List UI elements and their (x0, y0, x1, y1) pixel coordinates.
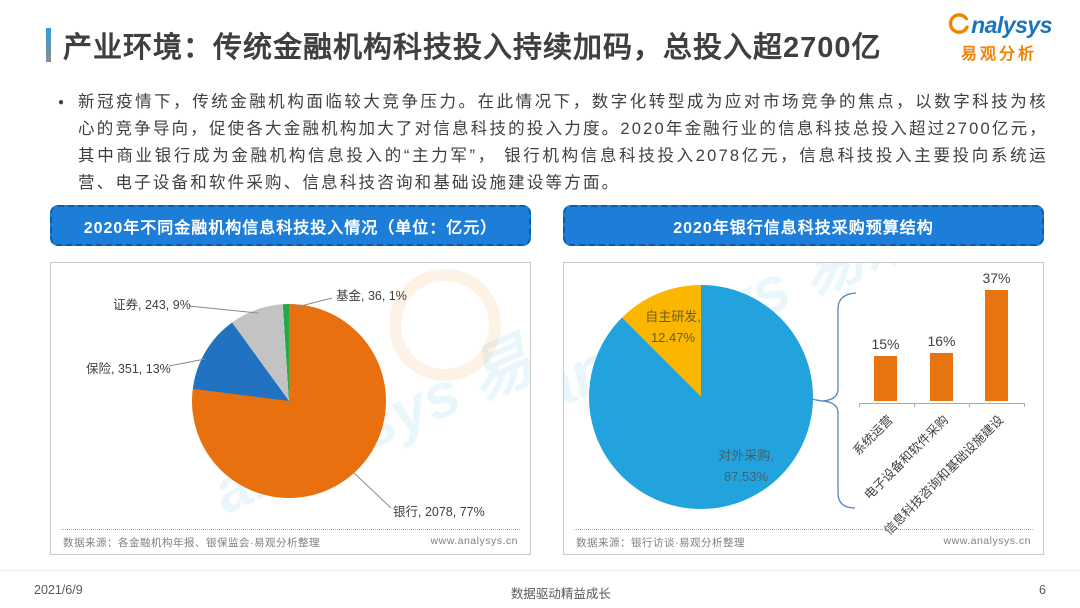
bar-value: 16% (927, 333, 956, 349)
x-label-system-ops: 系统运营 (850, 412, 896, 459)
bar-value: 15% (871, 336, 900, 352)
right-site-text: www.analysys.cn (943, 535, 1031, 547)
right-source-text: 数据来源：银行访谈·易观分析整理 (576, 537, 745, 549)
left-site-text: www.analysys.cn (430, 535, 518, 547)
institutions-pie (192, 304, 386, 498)
intro-paragraph: ● 新冠疫情下，传统金融机构面临较大竞争压力。在此情况下，数字化转型成为应对市场… (58, 89, 1048, 197)
title-accent-bar (46, 28, 51, 62)
pie-label-outsource: 对外采购, 87.53% (718, 448, 774, 484)
procurement-chart-panel: analysys 易观 自主研发, 12.47% 对外采购, 87.53% 15… (563, 262, 1044, 555)
institutions-chart-panel: analysys 易观 基金, 36, 1% 证券, 243, 9% 保险, 3… (50, 262, 531, 555)
pie-label-bank: 银行, 2078, 77% (393, 505, 485, 519)
analysys-swirl-icon (948, 13, 969, 34)
budget-bar (985, 290, 1008, 401)
pie-label-securities: 证券, 243, 9% (113, 298, 191, 312)
intro-text: 新冠疫情下，传统金融机构面临较大竞争压力。在此情况下，数字化转型成为应对市场竞争… (78, 93, 1048, 192)
logo-brand-cn: 易观分析 (961, 46, 1038, 63)
source-divider (61, 529, 520, 530)
pie-label-fund: 基金, 36, 1% (336, 289, 407, 303)
source-divider (574, 529, 1033, 530)
left-source-text: 数据来源：各金融机构年报、银保监会·易观分析整理 (63, 537, 320, 549)
bar-col-system-ops: 15% (871, 336, 900, 401)
footer-date: 2021/6/9 (34, 583, 83, 597)
budget-bar (874, 356, 897, 401)
bar-col-consulting-infra: 37% (982, 270, 1011, 401)
left-chart-header: 2020年不同金融机构信息科技投入情况（单位：亿元） (50, 205, 531, 246)
footer-page-number: 6 (1039, 583, 1046, 597)
bullet-icon: ● (58, 97, 65, 108)
procurement-pie (589, 285, 813, 509)
page-title: 产业环境：传统金融机构科技投入持续加码，总投入超2700亿 (63, 32, 882, 64)
footer-slogan: 数据驱动精益成长 (510, 587, 611, 601)
analysys-logo: nalysys 易观分析 (946, 12, 1052, 64)
bar-col-hardware-software: 16% (927, 333, 956, 401)
title-block: 产业环境：传统金融机构科技投入持续加码，总投入超2700亿 (46, 24, 882, 66)
pie-label-insurance: 保险, 351, 13% (86, 362, 171, 376)
bar-axis (859, 403, 1024, 404)
logo-brand-text: nalysys (971, 12, 1052, 38)
right-chart-header: 2020年银行信息科技采购预算结构 (563, 205, 1044, 246)
slide-footer: 2021/6/9 数据驱动精益成长 6 (0, 570, 1080, 608)
pie-label-selfdev: 自主研发, 12.47% (645, 309, 701, 345)
bar-value: 37% (982, 270, 1011, 286)
budget-bar (930, 353, 953, 401)
